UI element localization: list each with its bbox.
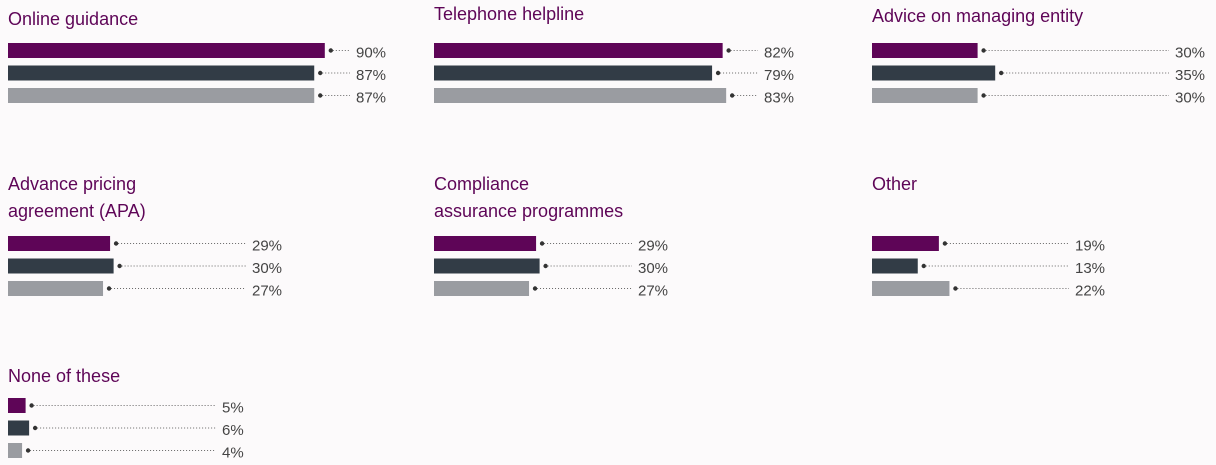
value-label: 27% (638, 282, 668, 299)
leader-dot (106, 286, 112, 291)
bar (8, 65, 315, 81)
bar (872, 258, 918, 274)
bar (872, 65, 996, 81)
bar (434, 88, 727, 103)
bar (872, 43, 978, 58)
value-label: 30% (1175, 44, 1205, 61)
value-label: 79% (764, 67, 794, 84)
value-label: 30% (1175, 89, 1205, 106)
value-label: 82% (764, 44, 794, 61)
leader-dot (532, 286, 538, 291)
leader-dot (117, 263, 122, 269)
bar (434, 43, 723, 58)
leader-dot (999, 70, 1004, 76)
leader-dot (32, 425, 38, 431)
value-label: 19% (1075, 237, 1105, 254)
leader-dot (318, 93, 323, 98)
panel-title: assurance programmes (434, 201, 623, 221)
bar (8, 88, 315, 103)
leader-dot (921, 263, 926, 269)
leader-dot (981, 93, 986, 98)
value-label: 87% (356, 67, 386, 84)
value-label: 22% (1075, 282, 1105, 299)
leader-dot (543, 263, 548, 269)
panel-title: Advance pricing (8, 174, 136, 194)
bar (8, 420, 30, 436)
value-label: 30% (252, 260, 282, 277)
leader-dot (539, 241, 545, 246)
bar (8, 258, 114, 274)
value-label: 5% (222, 399, 244, 416)
bar (872, 281, 950, 296)
leader-dot (328, 48, 333, 53)
bar (434, 281, 530, 296)
leader-dot (726, 48, 731, 53)
bar (8, 398, 26, 413)
value-label: 90% (356, 44, 386, 61)
value-label: 29% (638, 237, 668, 254)
value-label: 13% (1075, 260, 1105, 277)
value-label: 27% (252, 282, 282, 299)
value-label: 4% (222, 444, 244, 461)
value-label: 87% (356, 89, 386, 106)
bar (8, 236, 111, 251)
leader-dot (318, 70, 323, 76)
leader-dot (29, 403, 34, 408)
panel-title: Telephone helpline (434, 4, 584, 24)
bar (872, 88, 978, 103)
leader-dot (981, 48, 986, 53)
panel-title: Other (872, 174, 917, 194)
leader-dot (942, 241, 948, 246)
bar (8, 281, 104, 296)
panel-title: Advice on managing entity (872, 6, 1083, 26)
leader-dot (953, 286, 958, 291)
value-label: 30% (638, 260, 668, 277)
bar (8, 443, 23, 458)
panel-title: Compliance (434, 174, 529, 194)
value-label: 29% (252, 237, 282, 254)
bar (872, 236, 939, 251)
leader-dot (729, 93, 735, 98)
leader-dot (715, 70, 721, 76)
bar (434, 258, 540, 274)
bar (8, 43, 325, 58)
panel-title: Online guidance (8, 9, 138, 29)
panel-title: agreement (APA) (8, 201, 146, 221)
leader-dot (25, 448, 31, 453)
bar (434, 65, 713, 81)
value-label: 35% (1175, 67, 1205, 84)
bar (434, 236, 537, 251)
panel-title: None of these (8, 366, 120, 386)
leader-dot (113, 241, 119, 246)
value-label: 6% (222, 422, 244, 439)
value-label: 83% (764, 89, 794, 106)
